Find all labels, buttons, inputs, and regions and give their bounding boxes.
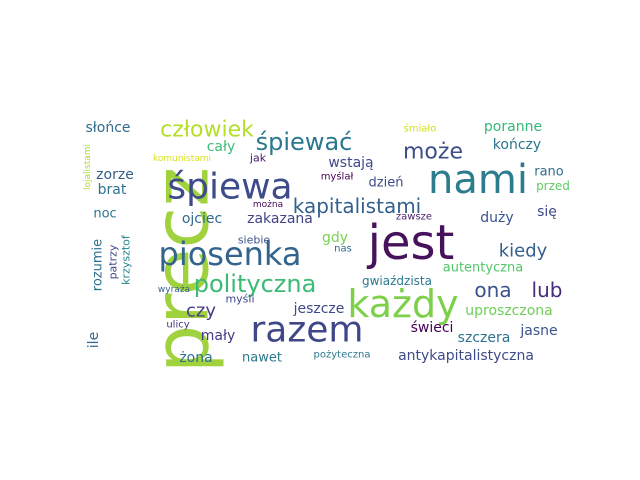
- cloud-word: myśli: [225, 293, 254, 306]
- cloud-word: piosenka: [159, 235, 302, 273]
- cloud-word: śpiewać: [256, 128, 353, 156]
- cloud-word: lojalistami: [83, 144, 93, 190]
- cloud-word: ulicy: [166, 320, 189, 331]
- cloud-word: wstają: [328, 155, 373, 171]
- cloud-word: ona: [474, 278, 511, 302]
- cloud-word: przed: [536, 179, 570, 193]
- cloud-word: nami: [428, 157, 528, 203]
- cloud-word: zawsze: [396, 212, 432, 223]
- cloud-word: świeci: [411, 320, 454, 336]
- cloud-word: każdy: [347, 282, 458, 326]
- cloud-word: zakazana: [247, 211, 313, 227]
- cloud-word: szczera: [458, 330, 511, 346]
- cloud-word: rano: [534, 165, 564, 180]
- cloud-word: można: [253, 200, 283, 210]
- cloud-word: poranne: [484, 119, 542, 135]
- cloud-word: antykapitalistyczna: [398, 348, 534, 364]
- cloud-word: precz: [137, 167, 226, 373]
- cloud-word: ojciec: [182, 211, 222, 227]
- cloud-word: dzień: [369, 176, 404, 191]
- cloud-word: kiedy: [499, 241, 548, 262]
- cloud-word: się: [537, 204, 557, 220]
- cloud-word: może: [403, 140, 463, 165]
- cloud-word: śpiewa: [167, 167, 292, 208]
- cloud-word: jak: [249, 152, 267, 165]
- cloud-word: myślał: [321, 171, 354, 183]
- cloud-word: jasne: [519, 323, 557, 339]
- cloud-word: razem: [251, 310, 364, 351]
- cloud-word: człowiek: [160, 118, 254, 143]
- cloud-word: mały: [201, 328, 235, 344]
- cloud-word: gdy: [322, 230, 348, 246]
- cloud-word: patrzy: [107, 244, 120, 279]
- cloud-word: kończy: [493, 137, 541, 153]
- cloud-word: jest: [367, 215, 455, 271]
- cloud-word: autentyczna: [443, 261, 524, 276]
- cloud-word: żona: [179, 350, 212, 366]
- cloud-word: brat: [98, 182, 127, 198]
- cloud-word: rozumie: [91, 239, 106, 291]
- cloud-word: kapitalistami: [293, 194, 422, 218]
- cloud-word: lub: [532, 278, 563, 302]
- cloud-word: czy: [186, 301, 216, 322]
- cloud-word: uproszczona: [465, 303, 552, 319]
- cloud-word: ile: [86, 332, 102, 348]
- cloud-word: wyraża: [158, 285, 190, 295]
- cloud-word: cały: [207, 139, 236, 155]
- cloud-word: polityczna: [194, 270, 317, 298]
- cloud-word: jeszcze: [293, 301, 345, 317]
- cloud-word: siebie: [238, 234, 271, 247]
- cloud-word: słońce: [85, 120, 130, 136]
- cloud-word: noc: [93, 207, 116, 222]
- cloud-word: pożyteczna: [314, 350, 371, 361]
- cloud-word: gwiaździsta: [362, 274, 432, 288]
- cloud-word: zorze: [96, 167, 134, 183]
- cloud-word: nas: [334, 244, 352, 255]
- cloud-word: nawet: [242, 351, 282, 366]
- cloud-word: śmiało: [404, 123, 437, 135]
- cloud-word: komunistami: [153, 154, 211, 164]
- cloud-word: krzysztof: [120, 234, 133, 285]
- cloud-word: duży: [480, 210, 513, 226]
